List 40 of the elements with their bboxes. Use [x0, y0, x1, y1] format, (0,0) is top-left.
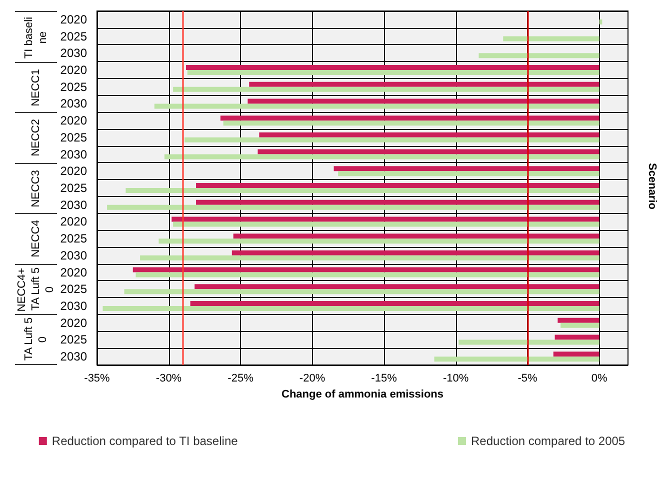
y-tick-label: 2025: [60, 130, 88, 144]
y-tick-label: 2025: [60, 80, 88, 94]
y-tick-label: 2030: [60, 248, 88, 262]
legend-label: Reduction compared to 2005: [471, 434, 626, 448]
x-axis-title: Change of ammonia emissions: [282, 388, 444, 400]
x-tick-label: -5%: [518, 372, 538, 384]
y-tick-label: 2030: [60, 350, 88, 364]
text: NECC4+TA Luft 50: [15, 266, 57, 313]
y-tick-label: 2025: [60, 332, 88, 347]
y-tick-label: 2030: [60, 198, 88, 212]
y-tick-label: 2020: [60, 214, 88, 229]
x-tick-label: -10%: [442, 372, 469, 384]
y-tick-label: 2020: [60, 114, 88, 128]
text: NECC1: [29, 68, 43, 106]
x-tick-label: -20%: [299, 372, 326, 384]
text: NECC4: [29, 220, 43, 258]
y-axis-title: Scenario: [646, 163, 658, 210]
y-tick-label: 2020: [60, 63, 88, 77]
x-tick-label: -15%: [371, 372, 398, 384]
y-tick-label: 2025: [60, 282, 88, 296]
text: TI baseline: [22, 15, 50, 60]
text: TA Luft 50: [22, 316, 50, 363]
y-tick-label: 2030: [60, 147, 88, 162]
y-tick-label: 2020: [60, 164, 88, 178]
y-tick-label: 2030: [60, 299, 88, 313]
text: NECC2: [29, 119, 43, 157]
x-tick-label: -25%: [228, 372, 254, 384]
x-tick-label: -30%: [156, 372, 182, 384]
y-tick-label: 2030: [60, 46, 88, 60]
x-tick-label: -35%: [84, 372, 110, 384]
x-tick-label: 0%: [591, 372, 608, 384]
y-tick-label: 2025: [60, 29, 88, 44]
y-tick-label: 2020: [60, 265, 88, 280]
y-tick-label: 2020: [60, 316, 88, 330]
y-tick-label: 2025: [60, 232, 88, 246]
text: NECC3: [29, 170, 43, 208]
y-tick-label: 2020: [60, 12, 88, 26]
y-tick-label: 2025: [60, 181, 88, 195]
y-tick-label: 2030: [60, 96, 88, 111]
legend-label: Reduction compared to TI baseline: [52, 434, 238, 448]
